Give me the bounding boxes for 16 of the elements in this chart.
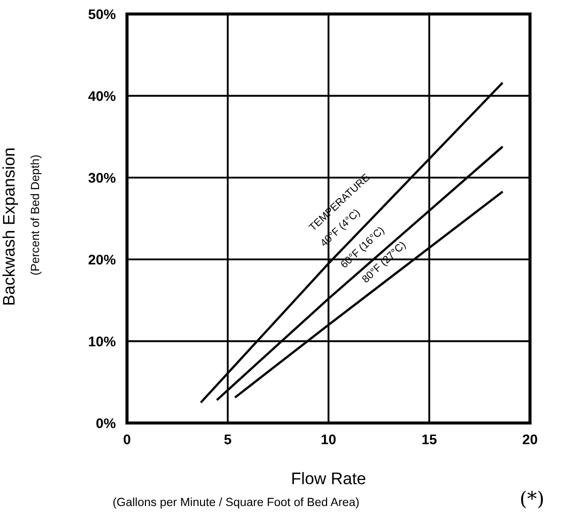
y-tick-label: 0% bbox=[96, 418, 116, 428]
x-tick-label: 0 bbox=[124, 434, 130, 444]
y-tick-label: 20% bbox=[88, 254, 116, 265]
y-axis-title: Backwash Expansion bbox=[2, 148, 18, 305]
y-tick-label: 50% bbox=[88, 9, 116, 20]
text: (*) bbox=[521, 490, 543, 508]
text: (Percent of Bed Depth) bbox=[30, 155, 42, 275]
y-tick-label: 30% bbox=[88, 172, 116, 183]
x-tick-label: 10 bbox=[322, 434, 336, 444]
x-axis-title: Flow Rate bbox=[292, 472, 366, 484]
x-tick-label: 5 bbox=[224, 434, 232, 444]
x-tick-label: 20 bbox=[522, 434, 538, 444]
y-tick-label: 40% bbox=[88, 91, 116, 101]
y-tick-label: 10% bbox=[88, 336, 116, 346]
text: (Gallons per Minute / Square Foot of Bed Area) bbox=[113, 497, 359, 509]
x-tick-label: 15 bbox=[422, 434, 437, 444]
